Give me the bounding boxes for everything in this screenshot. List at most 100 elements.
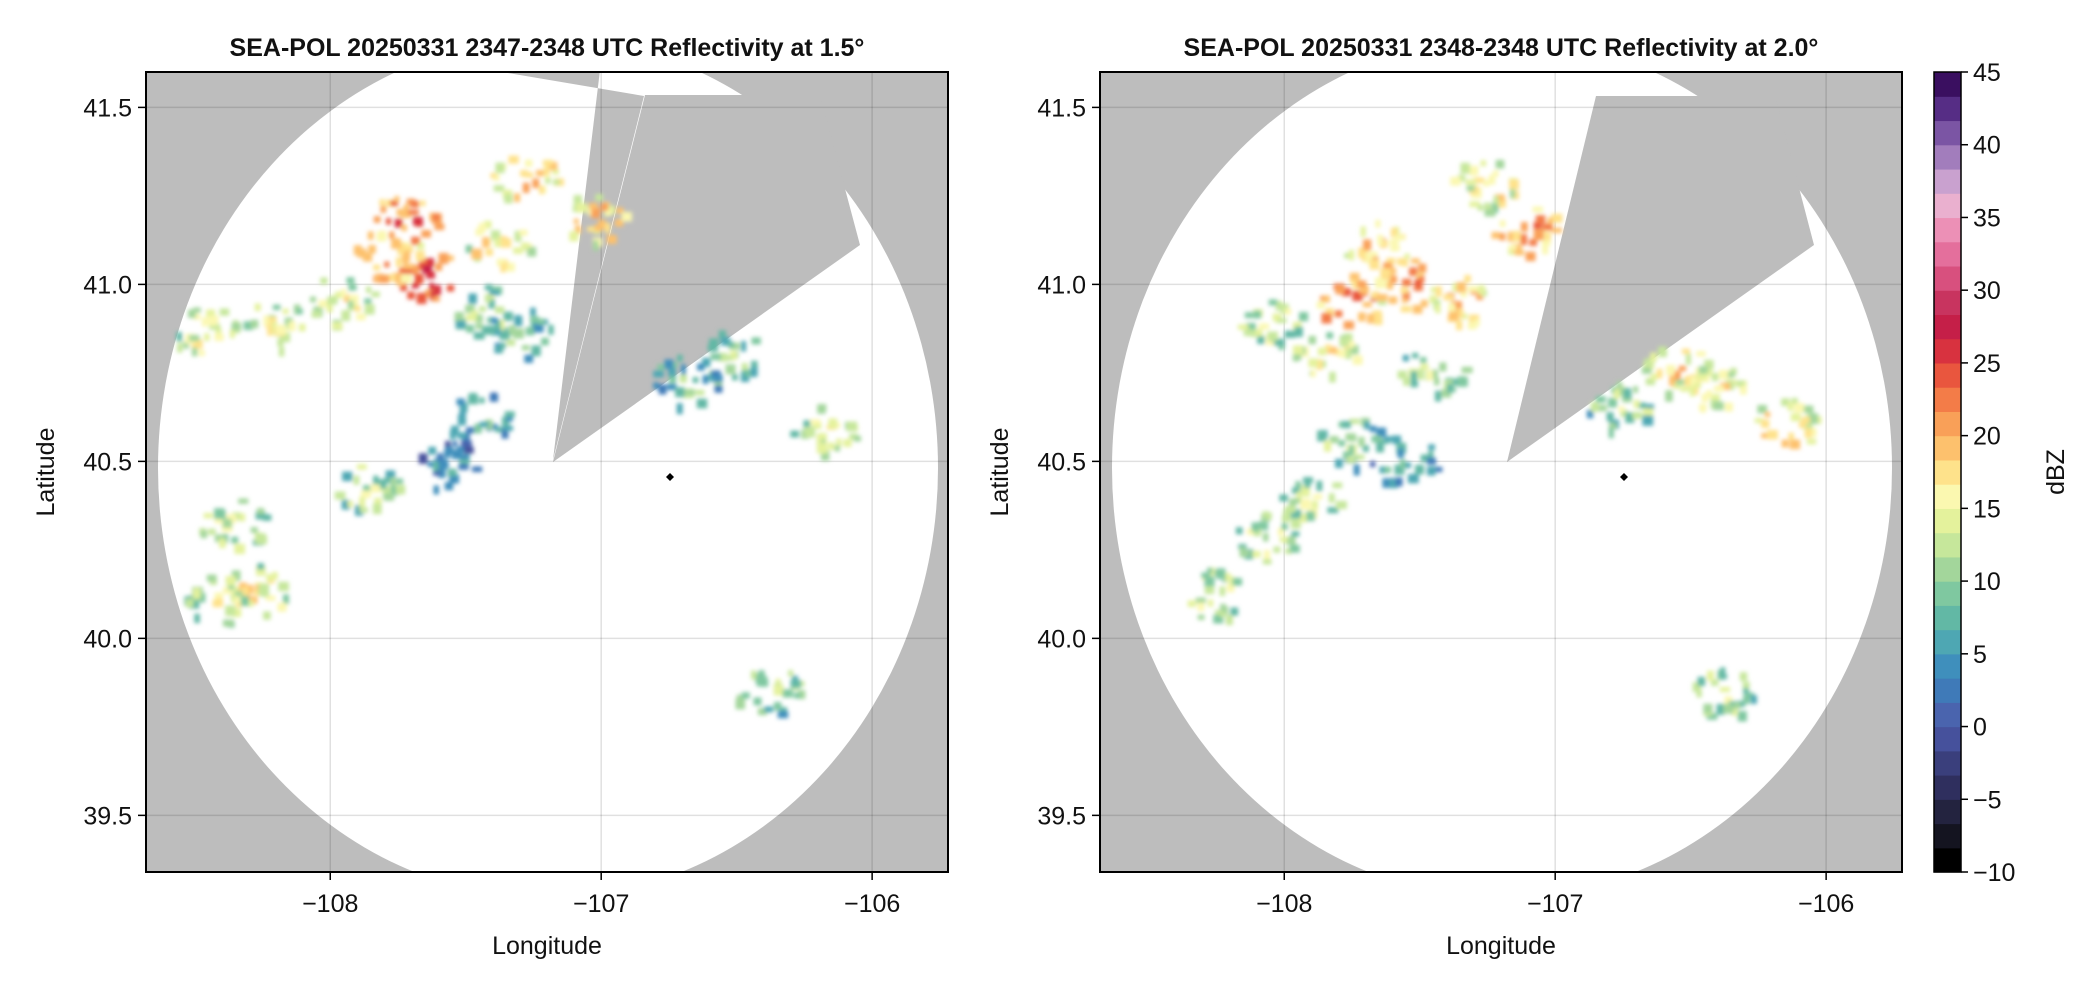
echo-pixel [256, 566, 266, 576]
echo-pixel [383, 493, 395, 501]
echo-pixel [803, 420, 811, 429]
echo-pixel [186, 598, 194, 608]
echo-pixel [1429, 295, 1437, 304]
echo-pixel [191, 339, 203, 349]
echo-pixel [1542, 245, 1549, 255]
echo-pixel [853, 435, 861, 442]
echo-pixel [1754, 418, 1764, 424]
echo-pixel [1650, 352, 1657, 362]
echo-pixel [407, 267, 417, 275]
axes-frame-right [1099, 71, 1903, 873]
echo-pixel [727, 341, 734, 347]
echo-pixel [1403, 377, 1410, 386]
echo-pixel [595, 194, 604, 201]
y-tick-label: 41.5 [83, 94, 132, 122]
echo-pixel [403, 204, 410, 211]
echo-pixel [709, 338, 719, 346]
echo-pixel [1435, 304, 1441, 314]
echo-pixel [427, 461, 434, 468]
echo-pixel [741, 692, 750, 699]
echo-pixel [334, 491, 346, 500]
echo-pixel [542, 160, 554, 166]
echo-pixel [1419, 275, 1425, 283]
echo-pixel [1723, 703, 1734, 714]
echo-pixel [1788, 432, 1794, 440]
echo-pixel [1355, 454, 1365, 460]
x-tick-label: −106 [844, 890, 900, 918]
echo-pixel [1689, 385, 1695, 397]
echo-pixel [1367, 313, 1375, 324]
echo-pixel [371, 291, 380, 298]
echo-pixel [576, 203, 588, 213]
echo-pixel [373, 216, 381, 223]
echo-pixel [1712, 373, 1719, 382]
echo-pixel [1292, 355, 1300, 362]
echo-pixel [1499, 233, 1506, 241]
echo-pixel [495, 162, 505, 174]
echo-pixel [277, 338, 284, 347]
echo-pixel [208, 528, 216, 535]
echo-pixel [1263, 550, 1270, 561]
echo-pixel [1623, 388, 1632, 399]
echo-pixel [1645, 377, 1655, 386]
echo-pixel [346, 277, 355, 284]
echo-pixel [773, 684, 784, 696]
colorbar-tick-label: 45 [1973, 59, 2001, 87]
echo-pixel [751, 367, 758, 377]
echo-pixel [1394, 464, 1405, 475]
colorbar-segment [1934, 750, 1961, 776]
echo-pixel [401, 250, 411, 262]
echo-pixel [1508, 247, 1516, 255]
echo-pixel [1412, 304, 1423, 314]
echo-pixel [668, 366, 676, 377]
echo-pixel [1696, 351, 1706, 357]
colorbar-segment [1934, 508, 1961, 534]
echo-pixel [455, 320, 466, 329]
echo-pixel [1316, 301, 1325, 309]
echo-pixel [501, 416, 510, 427]
echo-pixel [368, 245, 376, 254]
echo-pixel [1468, 165, 1479, 176]
echo-pixel [416, 293, 427, 304]
echo-pixel [215, 510, 226, 520]
echo-pixel [475, 228, 482, 236]
echo-pixel [1372, 310, 1382, 317]
echo-pixel [257, 563, 265, 570]
echo-pixel [1521, 222, 1528, 232]
echo-pixel [1363, 239, 1372, 251]
echo-pixel [666, 383, 677, 391]
echo-pixel [1257, 336, 1265, 344]
echo-pixel [194, 613, 200, 624]
echo-pixel [587, 205, 594, 216]
echo-pixel [798, 690, 806, 699]
echo-pixel [209, 323, 220, 330]
echo-pixel [1467, 285, 1478, 292]
colorbar-segment [1934, 484, 1961, 509]
echo-pixel [1473, 177, 1485, 184]
echo-pixel [1335, 500, 1347, 509]
echo-pixel [298, 323, 306, 332]
echo-pixel [521, 242, 529, 249]
echo-pixel [318, 300, 329, 308]
echo-pixel [418, 453, 428, 464]
echo-pixel [722, 355, 734, 361]
echo-pixel [464, 446, 474, 454]
echo-pixel [200, 530, 208, 539]
echo-pixel [400, 210, 411, 218]
echo-pixel [552, 179, 560, 185]
echo-pixel [1512, 243, 1522, 252]
echo-pixel [1275, 301, 1283, 311]
echo-pixel [1213, 614, 1224, 624]
echo-pixel [384, 261, 390, 268]
echo-pixel [1396, 442, 1407, 454]
echo-pixel [1369, 251, 1378, 258]
echo-pixel [1338, 349, 1346, 358]
echo-pixel [1532, 206, 1543, 213]
echo-pixel [1724, 402, 1733, 412]
echo-pixel [231, 570, 241, 581]
colorbar-tick-label: 35 [1973, 204, 2001, 232]
echo-pixel [254, 303, 261, 311]
echo-pixel [573, 195, 582, 206]
echo-pixel [506, 339, 516, 346]
echo-pixel [1457, 376, 1465, 387]
